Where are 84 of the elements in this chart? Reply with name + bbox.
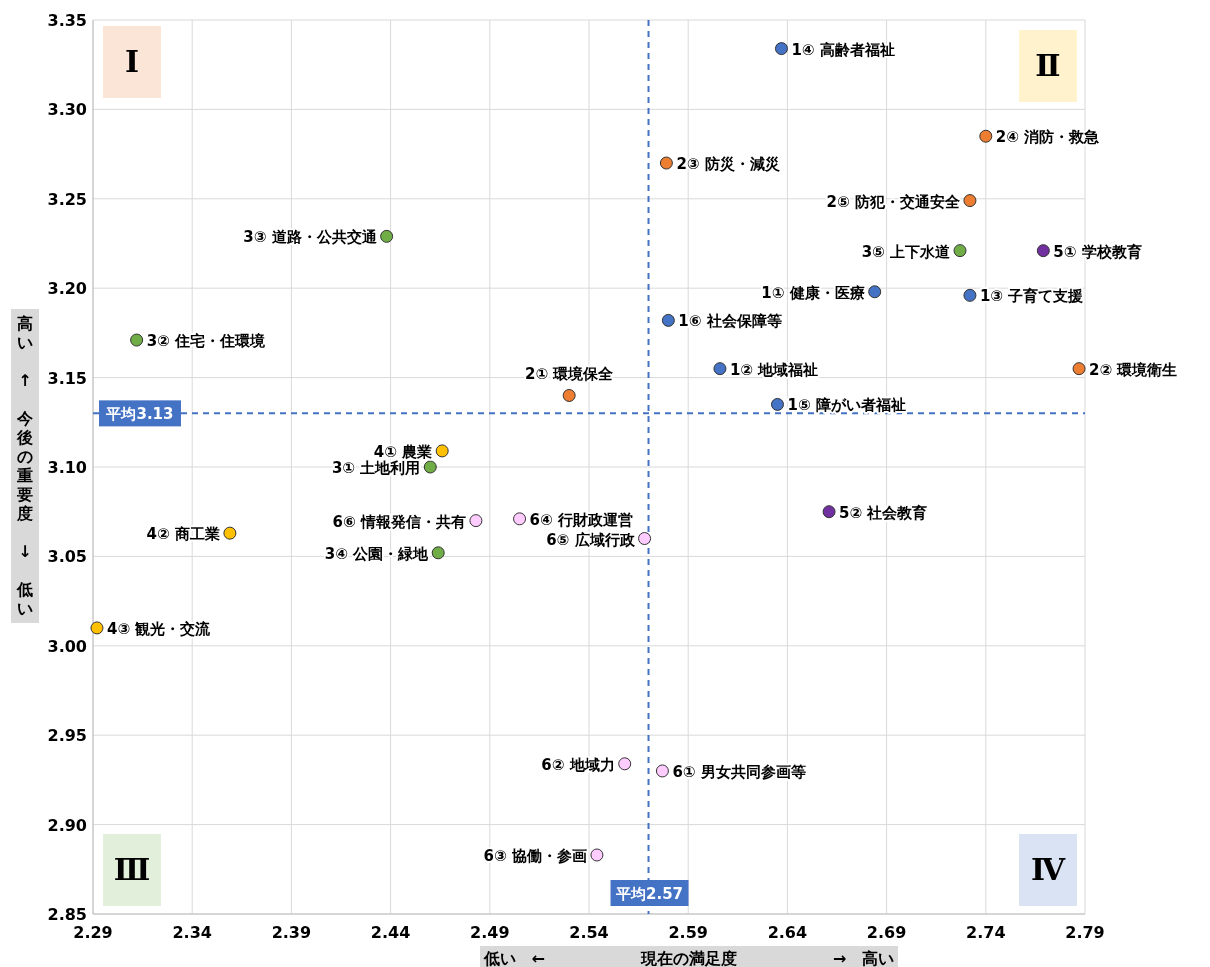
point bbox=[618, 757, 632, 771]
y-tick-label: 3.25 bbox=[47, 189, 87, 209]
annotation: 3③ 道路・公共交通 bbox=[243, 228, 378, 247]
point bbox=[713, 362, 727, 376]
annotation: 1⑥ 社会保障等 bbox=[678, 312, 782, 331]
x-tick-label: 2.59 bbox=[668, 923, 708, 942]
annotation: Ⅲ bbox=[113, 852, 151, 887]
y-tick-label: 2.85 bbox=[47, 905, 87, 924]
ref-line-label: 平均2.57 bbox=[615, 885, 684, 903]
y-tick-label: 3.15 bbox=[47, 368, 87, 388]
annotation: 6④ 行財政運営 bbox=[529, 510, 633, 529]
annotation: 6② 地域力 bbox=[541, 755, 615, 774]
annotation: 3④ 公園・緑地 bbox=[324, 544, 430, 563]
point bbox=[638, 532, 652, 546]
annotation: 1⑤ 障がい者福祉 bbox=[787, 396, 906, 415]
point bbox=[963, 288, 977, 302]
point bbox=[130, 333, 144, 347]
annotation: 3⑤ 上下水道 bbox=[861, 242, 952, 261]
annotation: 1④ 高齢者福祉 bbox=[791, 40, 895, 59]
y-tick-label: 3.20 bbox=[47, 279, 87, 299]
x-tick-label: 2.54 bbox=[569, 923, 609, 942]
annotation: 2④ 消防・救急 bbox=[995, 128, 1101, 147]
annotation: 6⑥ 情報発信・共有 bbox=[332, 512, 466, 531]
x-tick-label: 2.74 bbox=[966, 923, 1006, 942]
annotation: 4② 商工業 bbox=[146, 525, 220, 544]
point bbox=[90, 621, 104, 635]
y-tick-label: 3.05 bbox=[47, 547, 87, 567]
point bbox=[963, 194, 977, 208]
annotation: Ⅱ bbox=[1035, 48, 1061, 83]
y-tick-label: 3.30 bbox=[47, 100, 87, 120]
x-tick-label: 2.34 bbox=[172, 923, 212, 942]
x-tick-label: 2.39 bbox=[271, 923, 312, 942]
text: 高い ↑ 今後の重要度 ↓ 低い bbox=[17, 314, 33, 618]
annotation: 6⑤ 広域行政 bbox=[546, 530, 636, 549]
y-tick-label: 2.95 bbox=[47, 726, 87, 746]
point bbox=[469, 514, 483, 528]
annotation: 3① 土地利用 bbox=[331, 459, 421, 477]
point bbox=[822, 505, 836, 519]
point bbox=[590, 848, 604, 862]
annotation: 2③ 防災・減災 bbox=[676, 155, 780, 174]
annotation: 1③ 子育て支援 bbox=[979, 287, 1084, 306]
ref-line-label: 平均3.13 bbox=[105, 405, 174, 424]
annotation: 2① 環境保全 bbox=[524, 365, 615, 384]
y-tick-label: 3.35 bbox=[47, 11, 87, 30]
x-axis-title: 低い ← 現在の満足度 → 高い bbox=[482, 949, 895, 967]
point bbox=[513, 512, 527, 526]
annotation: 2⑤ 防犯・交通安全 bbox=[826, 192, 961, 211]
x-tick-label: 2.64 bbox=[767, 923, 808, 942]
point bbox=[770, 397, 784, 411]
point bbox=[774, 42, 788, 56]
x-tick-label: 2.69 bbox=[866, 923, 907, 942]
y-tick-label: 3.10 bbox=[47, 458, 87, 477]
y-tick-label: 2.90 bbox=[47, 815, 87, 835]
annotation: 4① 農業 bbox=[373, 442, 433, 461]
x-tick-label: 2.29 bbox=[73, 923, 113, 942]
annotation: 6① 男女共同参画等 bbox=[672, 762, 806, 781]
point bbox=[953, 244, 967, 258]
point bbox=[223, 526, 237, 540]
annotation: 1① 健康・医療 bbox=[761, 283, 865, 302]
point bbox=[435, 444, 449, 458]
annotation: 5② 社会教育 bbox=[839, 503, 928, 522]
annotation: 5① 学校教育 bbox=[1053, 242, 1142, 261]
point bbox=[979, 129, 993, 143]
annotation: 6③ 協働・参画 bbox=[483, 847, 587, 865]
annotation: 3② 住宅・住環境 bbox=[146, 332, 267, 351]
y-tick-label: 3.00 bbox=[47, 636, 87, 656]
annotation: 2② 環境衛生 bbox=[1089, 360, 1178, 379]
point bbox=[1036, 244, 1050, 258]
x-tick-label: 2.44 bbox=[370, 923, 411, 942]
point bbox=[1072, 362, 1086, 376]
point bbox=[659, 156, 673, 170]
point bbox=[655, 764, 669, 778]
point bbox=[423, 460, 437, 474]
point bbox=[868, 285, 882, 299]
point bbox=[380, 229, 394, 243]
point bbox=[661, 313, 675, 327]
annotation: 4③ 観光・交流 bbox=[106, 619, 212, 638]
annotation: 1② 地域福祉 bbox=[729, 360, 819, 379]
x-tick-label: 2.49 bbox=[470, 923, 510, 942]
annotation: Ⅳ bbox=[1030, 852, 1066, 887]
point bbox=[431, 546, 445, 560]
point bbox=[562, 388, 576, 402]
x-tick-label: 2.79 bbox=[1065, 923, 1105, 942]
annotation: Ⅰ bbox=[124, 44, 140, 79]
